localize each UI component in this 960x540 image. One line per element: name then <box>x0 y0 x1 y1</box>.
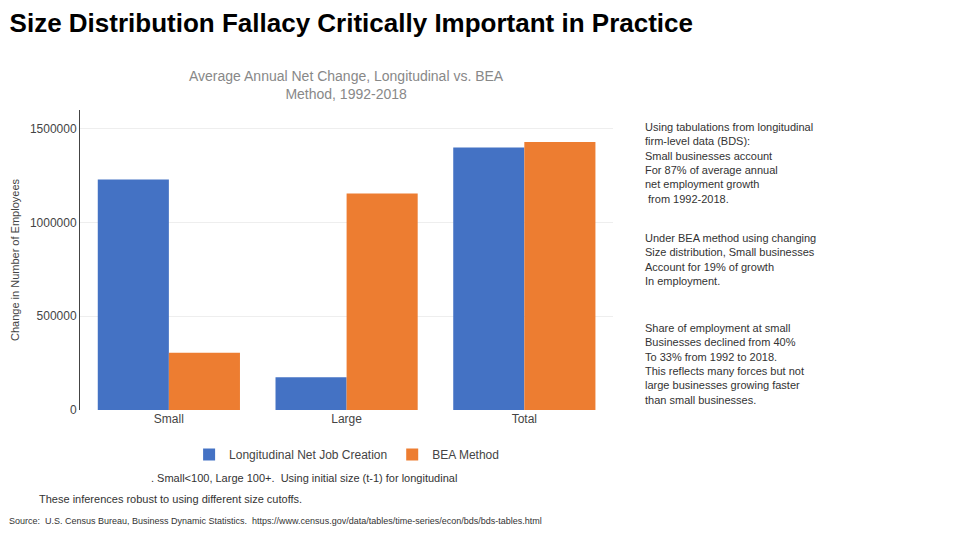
svg-text:Under BEA method using changin: Under BEA method using changingSize dist… <box>645 232 816 287</box>
svg-text:Using tabulations from longitu: Using tabulations from longitudinalfirm-… <box>645 121 813 205</box>
svg-text:0: 0 <box>70 403 77 417</box>
svg-text:Source: U.S. Census Bureau, B: Source: U.S. Census Bureau, Business Dyn… <box>9 516 542 526</box>
svg-text:These inferences robust to usi: These inferences robust to using differe… <box>39 493 302 505</box>
svg-text:1500000: 1500000 <box>30 122 77 136</box>
svg-text:500000: 500000 <box>37 309 77 323</box>
svg-text:Longitudinal Net Job Creation: Longitudinal Net Job Creation <box>229 448 387 462</box>
svg-text:Size Distribution Fallacy Crit: Size Distribution Fallacy Critically Imp… <box>10 8 693 38</box>
svg-text:BEA Method: BEA Method <box>432 448 499 462</box>
svg-text:Share of employment at smallBu: Share of employment at smallBusinesses d… <box>645 322 804 406</box>
svg-text:1000000: 1000000 <box>30 216 77 230</box>
svg-text:. Small<100, Large 100+. Usin: . Small<100, Large 100+. Using initial s… <box>151 472 457 484</box>
svg-text:Large: Large <box>331 412 362 426</box>
svg-text:Average Annual Net Change, Lon: Average Annual Net Change, Longitudinal … <box>189 68 504 102</box>
svg-text:Small: Small <box>154 412 184 426</box>
svg-text:Change in Number of Employees: Change in Number of Employees <box>9 178 21 341</box>
svg-text:Total: Total <box>512 412 537 426</box>
